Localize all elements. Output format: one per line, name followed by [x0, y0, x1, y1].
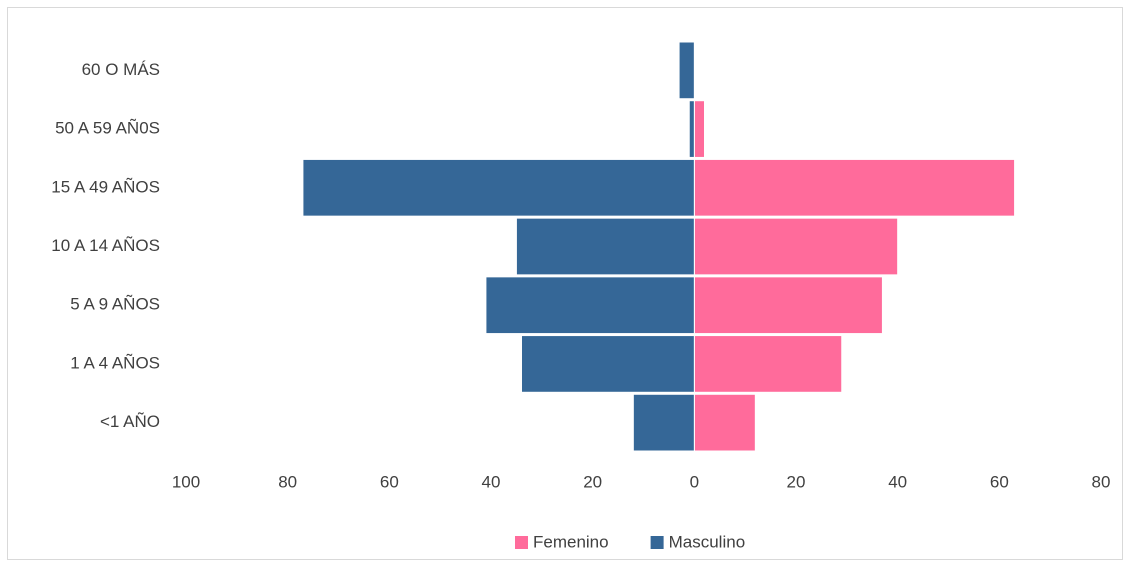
bar [678, 41, 695, 100]
x-tick-label: 40 [482, 472, 501, 491]
y-tick-label: 1 A 4 AÑOS [70, 353, 160, 372]
legend-label: Masculino [669, 532, 746, 551]
bar [693, 100, 705, 158]
bar [485, 276, 695, 335]
x-tick-label: 60 [380, 472, 399, 491]
x-tick-label: 80 [1092, 472, 1111, 491]
y-tick-label: 50 A 59 AÑ0S [55, 119, 160, 138]
x-tick-label: 40 [888, 472, 907, 491]
y-tick-label: 60 O MÁS [82, 60, 160, 79]
bar [302, 158, 695, 217]
bar [693, 393, 756, 452]
legend-swatch [650, 536, 664, 549]
y-tick-label: 15 A 49 AÑOS [51, 177, 160, 196]
bar [521, 335, 695, 393]
bar [693, 276, 883, 335]
bar [693, 158, 1016, 217]
bar [693, 335, 843, 393]
x-tick-label: 80 [278, 472, 297, 491]
y-tick-label: 5 A 9 AÑOS [70, 295, 160, 314]
x-tick-label: 20 [787, 472, 806, 491]
y-tick-label: 10 A 14 AÑOS [51, 236, 160, 255]
legend-label: Femenino [533, 532, 609, 551]
x-tick-label: 60 [990, 472, 1009, 491]
bar [632, 393, 695, 452]
x-tick-label: 0 [690, 472, 699, 491]
bar [688, 100, 695, 158]
bar [515, 217, 695, 276]
x-tick-label: 100 [172, 472, 200, 491]
y-tick-label: <1 AÑO [100, 412, 160, 431]
x-tick-label: 20 [583, 472, 602, 491]
bar [693, 217, 899, 276]
legend-swatch [515, 536, 528, 549]
